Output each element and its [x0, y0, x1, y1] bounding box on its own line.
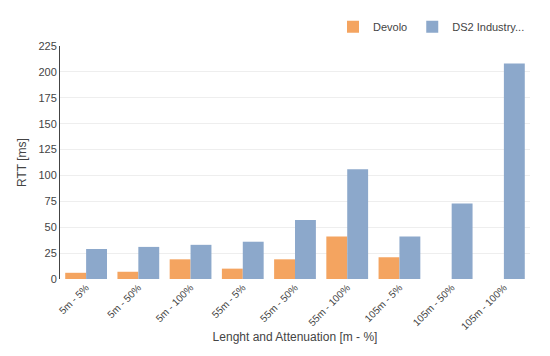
- svg-text:5m - 5%: 5m - 5%: [57, 282, 91, 316]
- svg-text:125: 125: [38, 143, 56, 155]
- svg-text:DS2 Industry...: DS2 Industry...: [452, 21, 524, 33]
- svg-text:150: 150: [38, 118, 56, 130]
- svg-text:Lenght and Attenuation [m - %]: Lenght and Attenuation [m - %]: [213, 330, 378, 344]
- svg-text:55m - 100%: 55m - 100%: [306, 282, 352, 328]
- svg-text:5m - 50%: 5m - 50%: [105, 282, 143, 320]
- svg-text:5m - 100%: 5m - 100%: [154, 282, 196, 324]
- svg-text:200: 200: [38, 66, 56, 78]
- svg-text:75: 75: [45, 195, 57, 207]
- svg-text:0: 0: [51, 273, 57, 285]
- svg-text:105m - 50%: 105m - 50%: [411, 282, 457, 328]
- svg-text:105m - 100%: 105m - 100%: [459, 282, 509, 332]
- svg-text:55m - 50%: 55m - 50%: [258, 282, 300, 324]
- svg-text:55m - 5%: 55m - 5%: [210, 282, 248, 320]
- svg-text:100: 100: [38, 169, 56, 181]
- svg-text:RTT [ms]: RTT [ms]: [15, 138, 29, 187]
- svg-text:Devolo: Devolo: [373, 21, 407, 33]
- svg-text:50: 50: [45, 221, 57, 233]
- svg-text:175: 175: [38, 92, 56, 104]
- svg-text:25: 25: [45, 247, 57, 259]
- svg-text:225: 225: [38, 40, 56, 52]
- svg-text:105m - 5%: 105m - 5%: [362, 282, 404, 324]
